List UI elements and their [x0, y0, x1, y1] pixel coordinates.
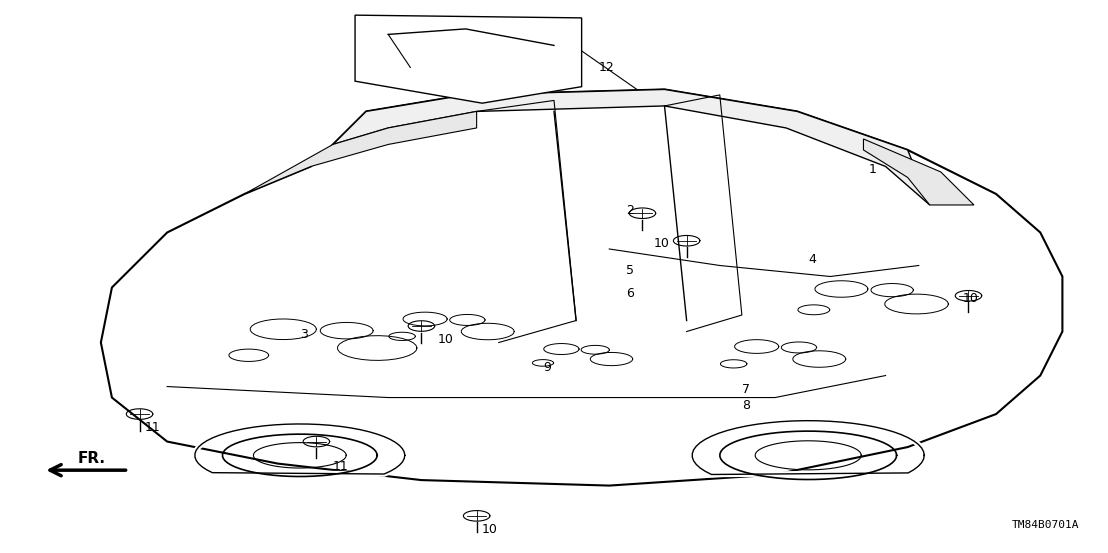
Polygon shape — [334, 90, 930, 205]
Text: 5: 5 — [626, 264, 634, 278]
Text: 8: 8 — [742, 399, 750, 413]
Text: 11: 11 — [145, 421, 161, 434]
Text: 10: 10 — [482, 523, 497, 536]
Text: 9: 9 — [543, 361, 551, 374]
Text: 10: 10 — [963, 292, 978, 305]
Text: 12: 12 — [598, 61, 614, 74]
Polygon shape — [355, 15, 582, 103]
Text: 4: 4 — [808, 253, 817, 267]
Text: TM84B0701A: TM84B0701A — [1012, 520, 1079, 530]
Text: 1: 1 — [869, 163, 876, 176]
Polygon shape — [863, 139, 974, 205]
Text: 10: 10 — [654, 237, 669, 250]
Polygon shape — [245, 112, 476, 194]
Polygon shape — [101, 90, 1063, 486]
Text: 11: 11 — [334, 460, 349, 473]
Text: 3: 3 — [300, 328, 308, 341]
Text: 10: 10 — [438, 333, 454, 346]
Text: FR.: FR. — [78, 451, 106, 466]
Text: 6: 6 — [626, 286, 634, 300]
Text: 2: 2 — [626, 204, 634, 217]
Text: 7: 7 — [742, 383, 750, 396]
